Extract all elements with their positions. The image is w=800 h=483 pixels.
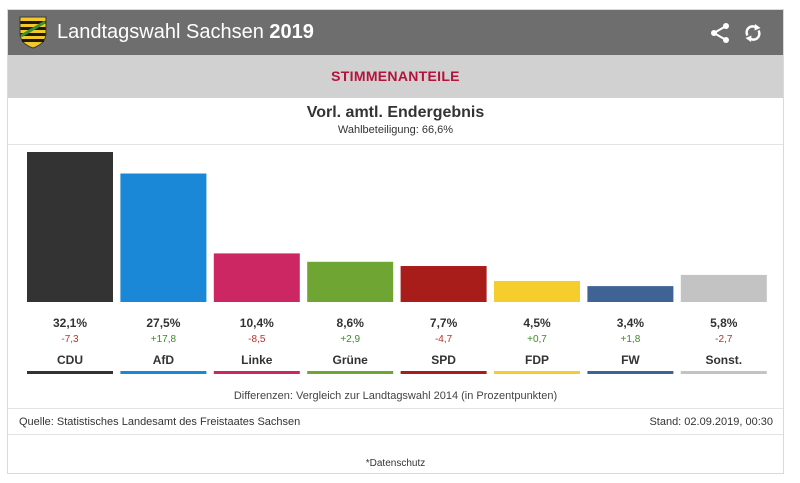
result-title: Vorl. amtl. Endergebnis	[306, 104, 485, 121]
bar-1	[120, 173, 207, 302]
divider	[8, 434, 783, 435]
diff-note: Differenzen: Vergleich zur Landtagswahl …	[233, 390, 558, 402]
party-label: CDU	[57, 353, 83, 367]
diff-label: +1,8	[621, 334, 641, 345]
party-label: FW	[621, 353, 640, 367]
value-label: 3,4%	[617, 316, 645, 330]
party-label: FDP	[525, 353, 549, 367]
diff-label: -7,3	[61, 334, 79, 345]
title-year: 2019	[269, 21, 314, 43]
source-text: Quelle: Statistisches Landesamt des Frei…	[19, 416, 301, 428]
party-underline	[213, 371, 300, 374]
divider	[8, 144, 783, 145]
title-text: Landtagswahl Sachsen	[57, 21, 264, 43]
vote-share-chart: 32,1% -7,3 CDU 27,5% +17,8 AfD 10,4% -8,5 Linke 8…	[27, 152, 767, 374]
party-underline	[587, 371, 674, 374]
diff-label: +0,7	[527, 334, 547, 345]
turnout-text: Wahlbeteiligung: 66,6%	[337, 124, 454, 136]
bar-4	[400, 266, 487, 302]
value-label: 8,6%	[337, 316, 365, 330]
saxony-crest-icon	[19, 16, 47, 49]
diff-label: -8,5	[248, 334, 266, 345]
party-underline	[27, 371, 113, 374]
party-underline	[120, 371, 207, 374]
value-label: 10,4%	[240, 316, 274, 330]
party-underline	[494, 371, 580, 374]
party-label: Sonst.	[705, 353, 742, 367]
diff-label: -2,7	[715, 334, 733, 345]
diff-label: +17,8	[151, 334, 177, 345]
party-underline	[307, 371, 394, 374]
diff-label: +2,9	[340, 334, 360, 345]
refresh-icon[interactable]	[741, 21, 765, 45]
timestamp-text: Stand: 02.09.2019, 00:30	[649, 416, 773, 428]
value-label: 32,1%	[53, 316, 87, 330]
tab-stimmenanteile[interactable]: STIMMENANTEILE	[331, 68, 460, 84]
share-icon[interactable]	[708, 21, 732, 45]
party-label: AfD	[153, 353, 175, 367]
value-label: 7,7%	[430, 316, 458, 330]
party-label: Linke	[241, 353, 273, 367]
widget-title: Landtagswahl Sachsen 2019	[57, 21, 314, 44]
bar-0	[27, 152, 113, 302]
tab-bar: STIMMENANTEILE	[8, 55, 783, 98]
bar-3	[307, 261, 394, 302]
party-label: Grüne	[333, 353, 369, 367]
diff-label: -4,7	[435, 334, 453, 345]
bar-5	[494, 280, 580, 302]
header-bar: Landtagswahl Sachsen 2019	[8, 10, 783, 55]
election-widget: Landtagswahl Sachsen 2019 STIMMENANTEILE…	[7, 9, 784, 474]
bar-2	[213, 253, 300, 302]
party-label: SPD	[431, 353, 456, 367]
value-label: 27,5%	[146, 316, 180, 330]
privacy-link[interactable]: *Datenschutz	[365, 458, 426, 469]
party-underline	[680, 371, 767, 374]
bar-6	[587, 286, 674, 302]
value-label: 4,5%	[523, 316, 551, 330]
bar-7	[680, 274, 767, 302]
value-label: 5,8%	[710, 316, 738, 330]
party-underline	[400, 371, 487, 374]
divider	[8, 408, 783, 409]
